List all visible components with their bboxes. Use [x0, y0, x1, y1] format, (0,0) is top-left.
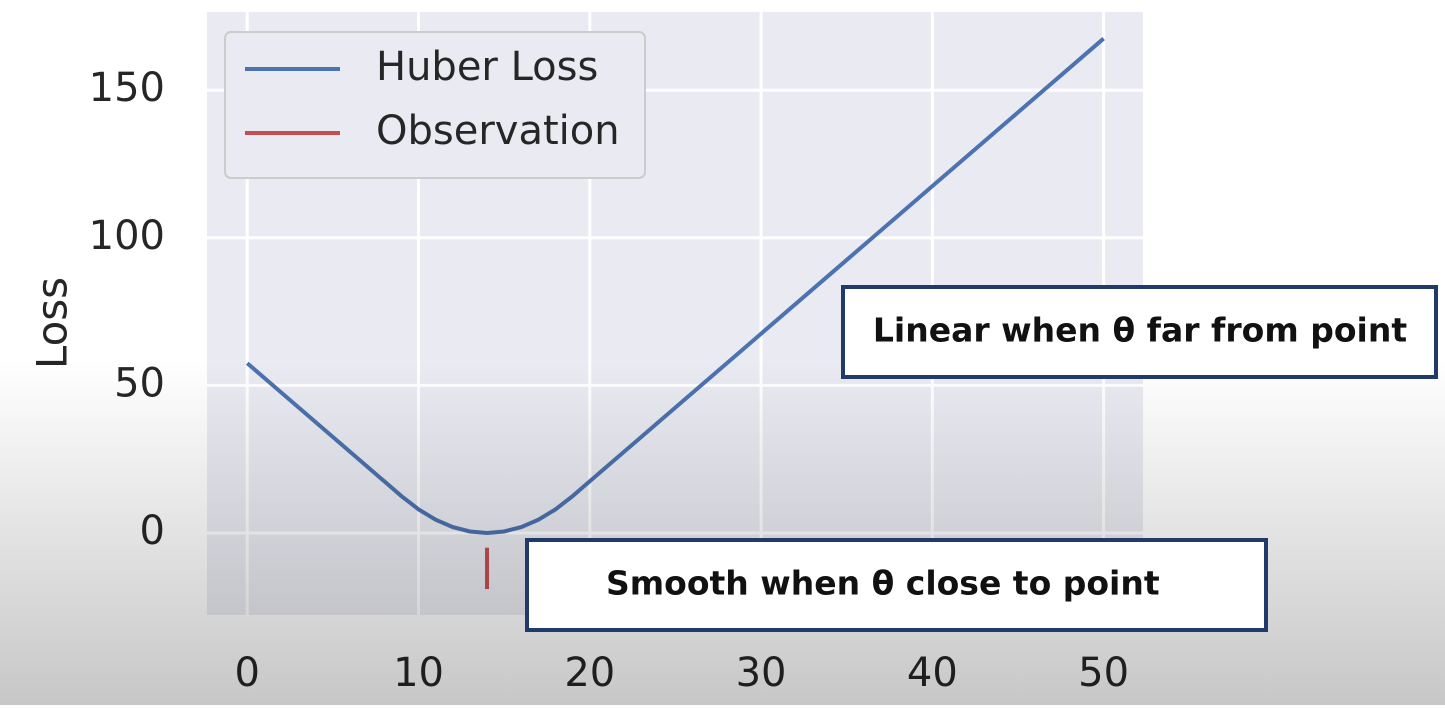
annotation: Linear when θ far from point: [873, 311, 1407, 350]
annotation: Smooth when θ close to point: [606, 564, 1160, 603]
legend-label: Huber Loss: [376, 44, 598, 90]
legend-label: Observation: [376, 108, 620, 154]
overlay: [0, 360, 1445, 705]
annotation-box: [525, 538, 1268, 632]
y-tick-label: 100: [89, 213, 165, 259]
y-tick-label: 150: [89, 65, 165, 111]
y-axis-label: Loss: [28, 277, 77, 369]
annotation-box: [841, 285, 1438, 379]
